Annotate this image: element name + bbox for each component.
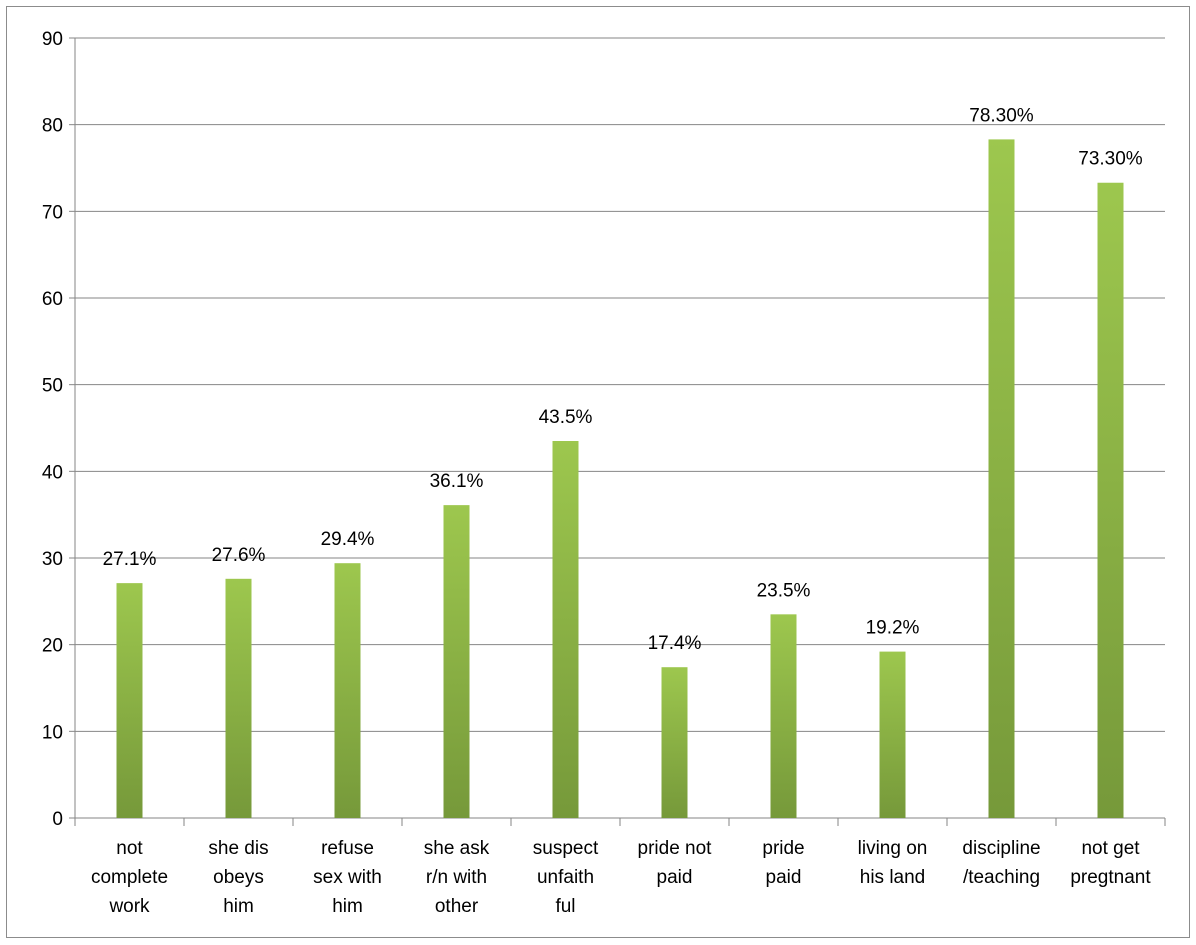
bar [661, 667, 688, 818]
x-category-label-line: paid [766, 867, 802, 888]
y-tick-label: 30 [42, 549, 63, 570]
x-category-label-line: pride not [638, 838, 713, 859]
x-category-label-line: other [435, 896, 479, 917]
y-tick-label: 0 [52, 809, 63, 830]
data-label: 78.30% [969, 105, 1034, 126]
x-category-label-line: /teaching [963, 867, 1040, 888]
bar [1097, 182, 1124, 818]
x-category-label: suspect unfaith ful [533, 838, 599, 917]
data-label: 43.5% [539, 407, 593, 428]
bar [879, 651, 906, 818]
data-label: 27.6% [212, 545, 266, 566]
x-category-label: living on his land [858, 838, 928, 888]
data-label: 29.4% [321, 529, 375, 550]
y-tick-label: 60 [42, 289, 63, 310]
x-category-label: discipline/teaching [962, 838, 1040, 888]
data-label: 17.4% [648, 633, 702, 654]
bar [116, 583, 143, 818]
x-category-label-line: sex with [313, 867, 382, 888]
x-category-label-line: she dis [208, 838, 268, 859]
bar [552, 441, 579, 818]
bar [988, 139, 1015, 818]
x-category-label: pride paid [762, 838, 804, 888]
x-category-label-line: discipline [962, 838, 1040, 859]
y-tick-label: 50 [42, 376, 63, 397]
y-tick-label: 40 [42, 462, 63, 483]
data-label: 23.5% [757, 580, 811, 601]
x-category-label-line: obeys [213, 867, 264, 888]
x-category-label-line: suspect [533, 838, 599, 859]
x-category-label: she dis obeys him [208, 838, 268, 917]
x-category-label: refuse sex with him [313, 838, 382, 917]
x-category-label-line: complete [91, 867, 168, 888]
y-tick-label: 10 [42, 722, 63, 743]
x-category-label: not get pregtnant [1070, 838, 1151, 888]
bar [334, 563, 361, 818]
x-category-label-line: not [116, 838, 143, 859]
x-category-label-line: refuse [321, 838, 374, 859]
y-tick-label: 80 [42, 116, 63, 137]
x-category-label-line: his land [860, 867, 926, 888]
bar [770, 614, 797, 818]
x-category-label-line: work [108, 896, 150, 917]
x-category-label: she ask r/n with other [424, 838, 490, 917]
x-category-label-line: living on [858, 838, 928, 859]
data-label: 73.30% [1078, 149, 1143, 170]
x-category-label-line: him [223, 896, 254, 917]
x-category-label-line: she ask [424, 838, 490, 859]
x-category-label-line: pride [762, 838, 804, 859]
y-tick-label: 70 [42, 202, 63, 223]
x-category-label-line: him [332, 896, 363, 917]
bar [443, 505, 470, 818]
x-category-label-line: not get [1081, 838, 1140, 859]
y-tick-label: 90 [42, 29, 63, 50]
data-label: 27.1% [103, 549, 157, 570]
x-category-label-line: pregtnant [1070, 867, 1151, 888]
bar [225, 578, 252, 818]
x-category-label-line: unfaith [537, 867, 594, 888]
data-label: 19.2% [866, 618, 920, 639]
x-category-label-line: ful [555, 896, 575, 917]
y-tick-label: 20 [42, 636, 63, 657]
x-category-label-line: r/n with [426, 867, 487, 888]
x-category-label: not complete work [91, 838, 168, 917]
x-category-label: pride not paid [638, 838, 713, 888]
x-category-label-line: paid [657, 867, 693, 888]
data-label: 36.1% [430, 471, 484, 492]
